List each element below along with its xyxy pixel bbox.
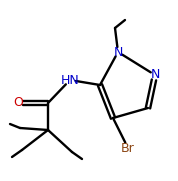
- Text: Br: Br: [121, 142, 135, 155]
- Text: HN: HN: [61, 73, 79, 87]
- Text: N: N: [113, 45, 123, 58]
- Text: O: O: [13, 96, 23, 110]
- Text: N: N: [150, 68, 160, 81]
